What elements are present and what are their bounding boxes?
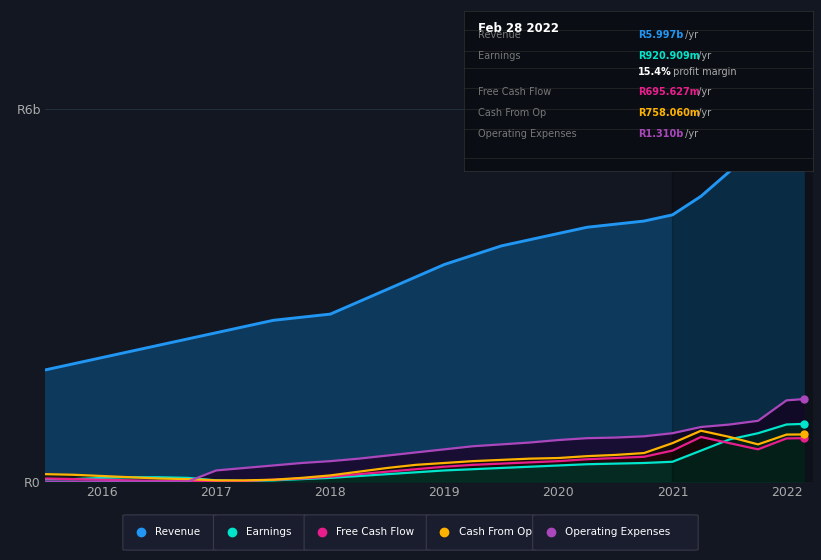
Text: R5.997b: R5.997b bbox=[639, 30, 684, 40]
FancyBboxPatch shape bbox=[213, 515, 308, 550]
Bar bbox=[672, 78, 821, 482]
Text: Operating Expenses: Operating Expenses bbox=[478, 129, 576, 139]
Text: profit margin: profit margin bbox=[670, 67, 736, 77]
Text: 15.4%: 15.4% bbox=[639, 67, 672, 77]
Text: Earnings: Earnings bbox=[245, 527, 291, 537]
FancyBboxPatch shape bbox=[123, 515, 218, 550]
Text: /yr: /yr bbox=[695, 108, 711, 118]
Text: /yr: /yr bbox=[695, 50, 711, 60]
Text: Earnings: Earnings bbox=[478, 50, 521, 60]
FancyBboxPatch shape bbox=[304, 515, 430, 550]
Text: R920.909m: R920.909m bbox=[639, 50, 700, 60]
Text: Revenue: Revenue bbox=[478, 30, 521, 40]
Text: Operating Expenses: Operating Expenses bbox=[565, 527, 670, 537]
Text: Free Cash Flow: Free Cash Flow bbox=[478, 87, 551, 97]
Text: R1.310b: R1.310b bbox=[639, 129, 684, 139]
Text: Cash From Op: Cash From Op bbox=[459, 527, 531, 537]
Text: Cash From Op: Cash From Op bbox=[478, 108, 546, 118]
FancyBboxPatch shape bbox=[533, 515, 698, 550]
FancyBboxPatch shape bbox=[426, 515, 537, 550]
Text: Feb 28 2022: Feb 28 2022 bbox=[478, 22, 559, 35]
Text: Free Cash Flow: Free Cash Flow bbox=[337, 527, 415, 537]
Text: /yr: /yr bbox=[682, 30, 699, 40]
Text: Revenue: Revenue bbox=[155, 527, 200, 537]
Text: R758.060m: R758.060m bbox=[639, 108, 700, 118]
Text: /yr: /yr bbox=[695, 87, 711, 97]
Text: /yr: /yr bbox=[682, 129, 699, 139]
Text: R695.627m: R695.627m bbox=[639, 87, 700, 97]
